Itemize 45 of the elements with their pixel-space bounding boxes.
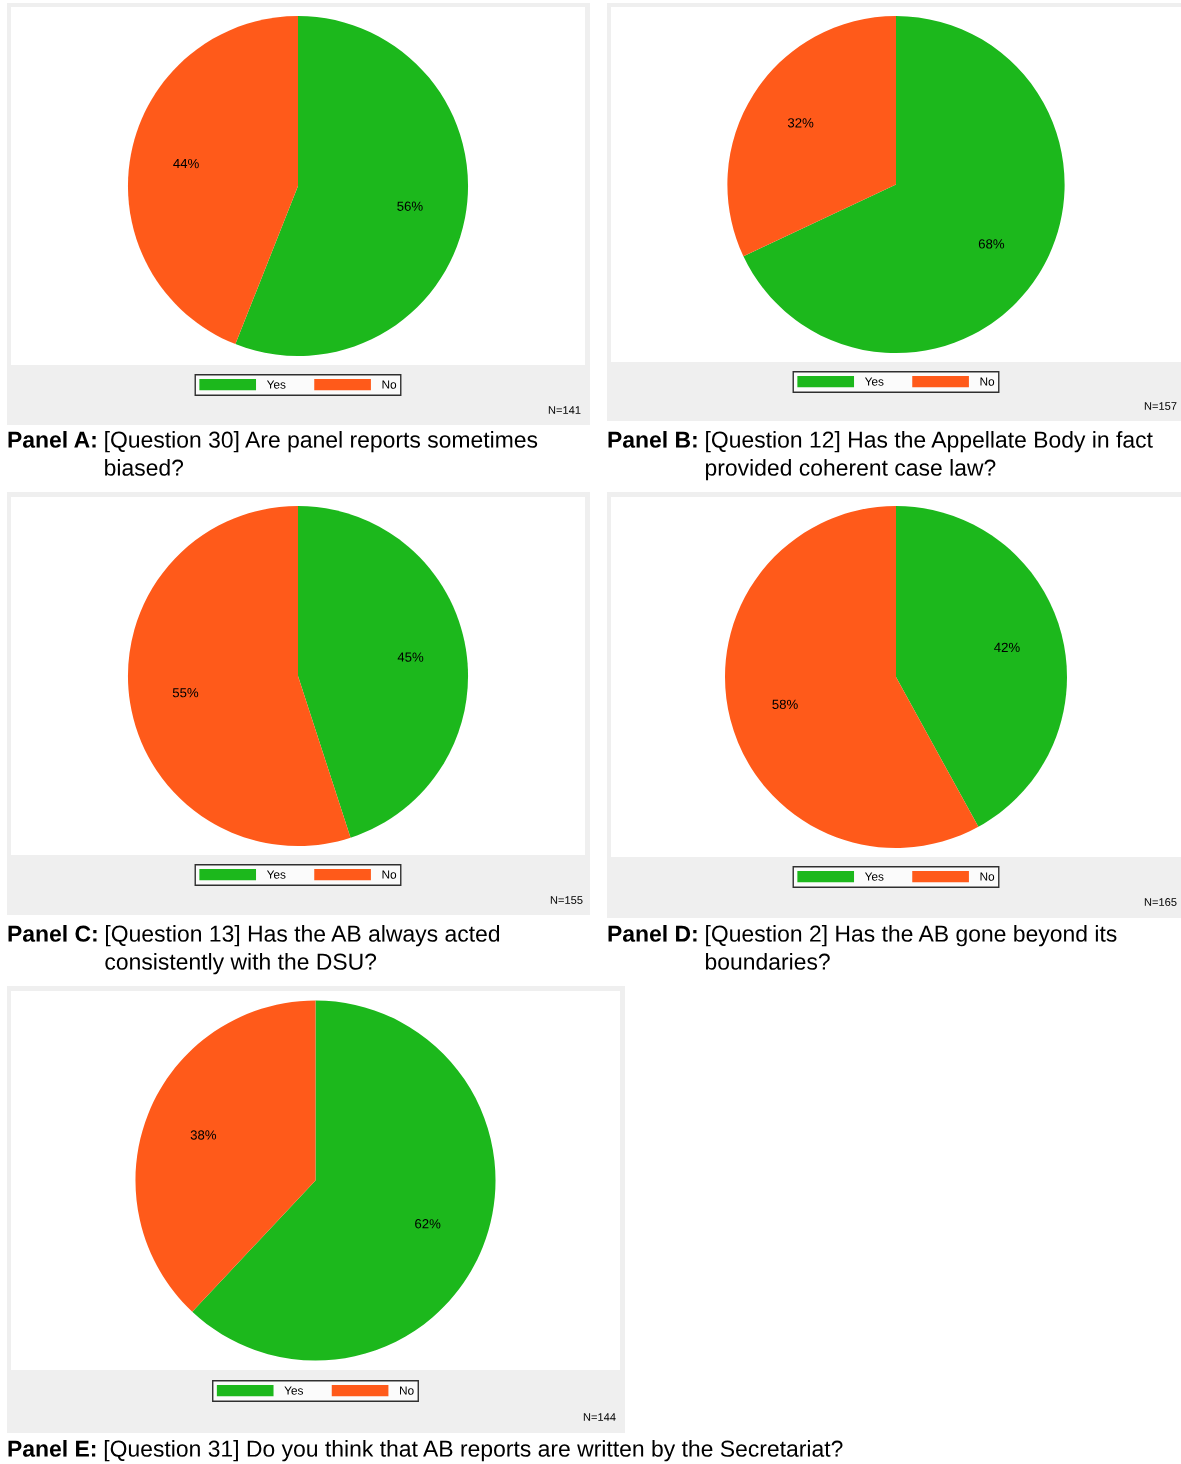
data-label: 58% (772, 699, 798, 710)
pie-slice (896, 506, 1067, 827)
text: [Question 30] Are panel reports sometimes biased? (105, 431, 538, 476)
text: [Question 13] Has the AB always acted consistently with the DSU? (105, 925, 500, 975)
data-label: 56% (397, 201, 423, 211)
legend-label: Yes (864, 377, 884, 386)
text: N=144 (583, 1413, 616, 1421)
text: N=141 (548, 406, 581, 414)
data-label: 32% (787, 118, 814, 128)
text: [Question 12] Has the Appellate Body in fact provided coherent case law? (705, 431, 1153, 481)
pie-slice (127, 505, 351, 847)
text: N=157 (1144, 402, 1177, 410)
legend-label: Yes (284, 1386, 303, 1395)
text: [Question 2] Has the AB gone beyond its boundaries? (705, 925, 1117, 970)
legend-label: Yes (266, 870, 286, 879)
text: Panel C: (8, 925, 97, 942)
text: Panel B: (608, 431, 697, 448)
legend-label: No (980, 377, 995, 386)
legend-label: No (400, 1386, 414, 1395)
pie-slice (725, 506, 979, 848)
legend-label: Yes (266, 380, 286, 389)
data-label: 44% (173, 158, 199, 169)
data-label: 38% (190, 1130, 217, 1140)
legend-label: No (382, 870, 397, 879)
text: Panel E: (8, 1440, 96, 1457)
data-label: 45% (397, 652, 424, 662)
pie-slice (192, 1000, 496, 1361)
pie-slice (235, 15, 469, 357)
text: [Question 31] Do you think that AB reports are written by the Secretariat? (104, 1440, 843, 1462)
text: Panel A: (8, 431, 96, 448)
pie-slice (727, 15, 896, 257)
pie-slice (298, 505, 469, 838)
pie-slice (135, 1000, 316, 1312)
legend-label: Yes (864, 872, 884, 881)
pie-slice (743, 15, 1065, 354)
text: N=165 (1144, 898, 1177, 906)
text: Panel D: (608, 925, 697, 942)
data-label: 68% (978, 239, 1005, 249)
data-label: 62% (415, 1219, 441, 1229)
text: N=155 (550, 896, 583, 904)
legend-label: No (980, 872, 995, 881)
legend-label: No (382, 380, 397, 389)
data-label: 42% (994, 642, 1020, 652)
pie-slice (127, 15, 298, 345)
data-label: 55% (172, 688, 199, 698)
